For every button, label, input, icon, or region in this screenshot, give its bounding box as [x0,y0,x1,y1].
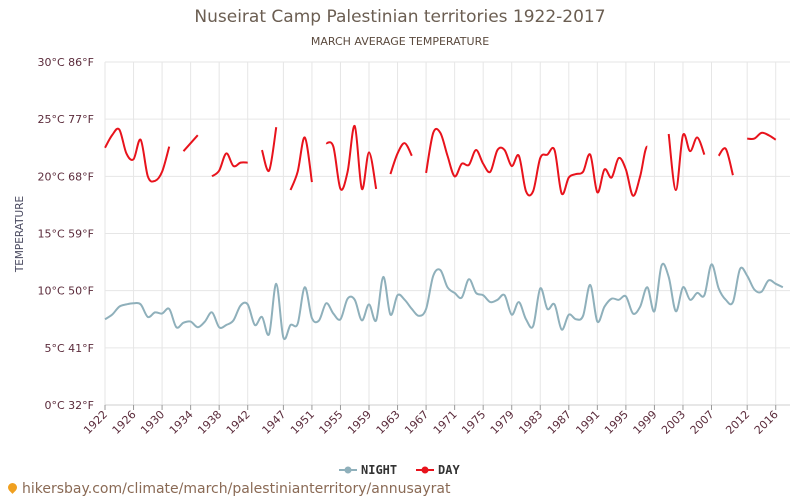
day-line-segment [104,127,171,183]
source-link[interactable]: hikersbay.com/climate/march/palestiniant… [6,481,451,497]
day-line-segment [182,134,199,152]
source-link-text[interactable]: hikersbay.com/climate/march/palestiniant… [22,481,451,497]
x-tick-label: 1947 [260,408,289,437]
x-tick-label: 1955 [317,408,346,437]
y-tick-label: 20°C 68°F [38,170,95,183]
y-tick-label: 15°C 59°F [38,228,95,241]
y-tick-label: 5°C 41°F [45,342,95,355]
x-tick-label: 1999 [631,408,660,437]
night-line [104,262,784,341]
legend-day[interactable]: DAY [416,463,460,477]
legend-night-label: NIGHT [361,463,397,477]
day-line-segment [747,131,777,141]
x-tick-label: 2007 [688,408,717,437]
x-tick-label: 1938 [195,408,224,437]
x-tick-label: 1983 [516,408,545,437]
x-tick-label: 2016 [752,408,781,437]
legend-day-label: DAY [438,463,460,477]
grid-lines [104,61,790,406]
x-tick-label: 1963 [374,408,403,437]
x-tick-label: 1967 [402,408,431,437]
x-tick-label: 1959 [345,408,374,437]
x-tick-label: 1926 [110,408,139,437]
y-tick-label: 30°C 86°F [38,56,95,69]
chart-subtitle: MARCH AVERAGE TEMPERATURE [310,35,490,48]
series-night [104,262,784,341]
x-tick-labels: 1922 1926 1930 1934 1938 1942 1947 1951 1955 1959… [81,405,781,437]
y-tick-label: 0°C 32°F [45,399,95,412]
x-tick-label: 1971 [431,408,460,437]
x-tick-label: 1922 [81,408,110,437]
day-line-segment [289,136,313,191]
x-tick-label: 1951 [288,408,317,437]
day-line-segment [389,142,413,175]
series-day [104,125,777,197]
y-tick-label: 10°C 50°F [38,285,95,298]
x-tick-label: 2003 [659,408,688,437]
x-tick-label: 1942 [224,408,253,437]
day-line-segment [667,132,706,192]
y-tick-labels: 0°C 32°F 5°C 41°F 10°C 50°F 15°C 59°F 20°C 6… [38,56,95,412]
day-line-segment [261,127,278,172]
x-tick-label: 1995 [602,408,631,437]
legend[interactable]: NIGHT DAY [339,463,460,477]
location-pin-icon [6,481,19,494]
chart-title: Nuseirat Camp Palestinian territories 19… [194,7,606,27]
legend-night-marker [344,466,352,474]
day-line-segment [425,127,649,197]
day-line-segment [211,152,248,178]
x-tick-label: 1987 [545,408,574,437]
y-tick-label: 25°C 77°F [38,113,95,126]
x-tick-label: 1975 [459,408,488,437]
x-tick-label: 1930 [138,408,167,437]
day-line-segment [325,125,378,191]
x-tick-label: 1991 [573,408,602,437]
x-tick-label: 1979 [488,408,517,437]
x-tick-label: 2012 [723,408,752,437]
x-tick-label: 1934 [167,408,196,437]
legend-night[interactable]: NIGHT [339,463,397,477]
day-line-segment [717,147,734,176]
legend-day-marker [421,466,429,474]
